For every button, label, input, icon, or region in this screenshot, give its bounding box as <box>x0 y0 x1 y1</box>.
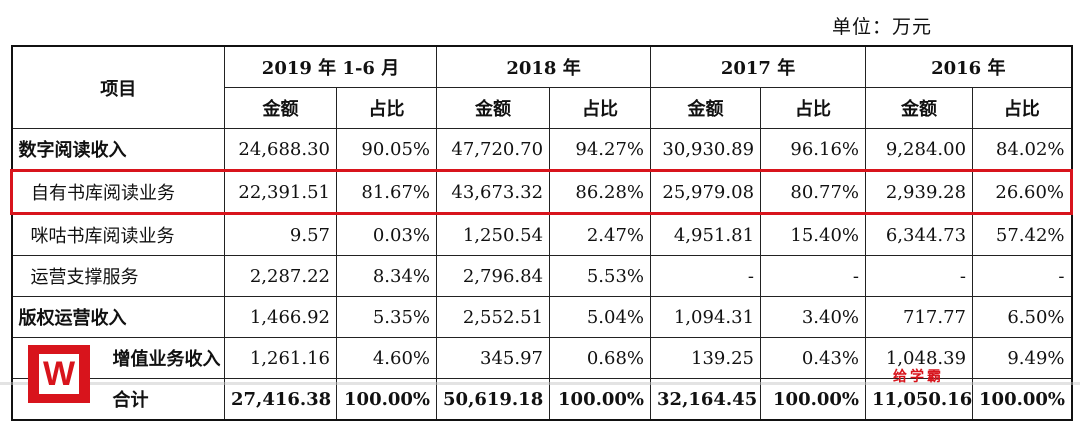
amount-cell: 22,391.51 <box>224 169 337 215</box>
row-label: 自有书库阅读业务 <box>10 169 225 215</box>
amount-cell: - <box>650 255 762 297</box>
ratio-cell: 96.16% <box>760 128 867 171</box>
header-period: 2016 年 <box>865 45 1073 88</box>
unit-label: 单位：万元 <box>831 16 932 38</box>
amount-cell: 27,416.38 <box>224 378 337 421</box>
amount-cell: 11,050.16 <box>865 378 974 421</box>
table-row: 版权运营收入 1,466.92 5.35% 2,552.51 5.04% 1,0… <box>11 296 1073 338</box>
amount-cell: 25,979.08 <box>650 169 762 215</box>
ratio-cell: 5.04% <box>549 296 652 338</box>
ratio-cell: 9.49% <box>972 337 1073 379</box>
table-row-total: 合计 27,416.38 100.00% 50,619.18 100.00% 3… <box>11 378 1073 421</box>
amount-cell: 2,796.84 <box>436 255 551 297</box>
row-label: 增值业务收入 <box>11 337 225 379</box>
header-ratio: 占比 <box>972 87 1073 129</box>
amount-cell: 9.57 <box>224 213 337 256</box>
ratio-cell: 90.05% <box>335 128 438 171</box>
watermark-brand: 给学霸 <box>893 369 944 385</box>
ratio-cell: 4.60% <box>335 337 438 379</box>
amount-cell: 24,688.30 <box>224 128 337 171</box>
ratio-cell: 100.00% <box>972 378 1073 421</box>
amount-cell: 2,939.28 <box>865 169 974 215</box>
ratio-cell: 81.67% <box>335 169 438 215</box>
revenue-table: 项目 2019 年 1-6 月 2018 年 2017 年 2016 年 金额 … <box>10 45 1074 421</box>
ratio-cell: 94.27% <box>549 128 652 171</box>
amount-cell: 1,048.39 <box>865 337 974 379</box>
logo-letter: W <box>39 354 79 394</box>
header-ratio: 占比 <box>760 87 867 129</box>
ratio-cell: 6.50% <box>972 296 1073 338</box>
ratio-cell: - <box>972 255 1073 297</box>
header-item: 项目 <box>11 45 225 129</box>
ratio-cell: 5.35% <box>335 296 438 338</box>
header-row-metrics: 金额 占比 金额 占比 金额 占比 金额 占比 <box>12 87 1073 129</box>
watermark-band <box>0 382 1080 385</box>
row-label: 数字阅读收入 <box>11 128 225 171</box>
amount-cell: 1,261.16 <box>224 337 337 379</box>
table-row: 咪咕书库阅读业务 9.57 0.03% 1,250.54 2.47% 4,951… <box>11 213 1073 256</box>
header-amount: 金额 <box>224 87 337 129</box>
ratio-cell: 57.42% <box>972 213 1073 256</box>
table-row: 数字阅读收入 24,688.30 90.05% 47,720.70 94.27%… <box>11 128 1073 171</box>
ratio-cell: 0.03% <box>335 213 438 256</box>
ratio-cell: 0.68% <box>549 337 652 379</box>
ratio-cell: 86.28% <box>549 169 652 215</box>
header-row-periods: 项目 2019 年 1-6 月 2018 年 2017 年 2016 年 <box>11 45 1073 129</box>
header-ratio: 占比 <box>335 87 438 129</box>
ratio-cell: 26.60% <box>972 169 1074 215</box>
amount-cell: 345.97 <box>436 337 551 379</box>
ratio-cell: - <box>760 255 867 297</box>
table-row: 运营支撑服务 2,287.22 8.34% 2,796.84 5.53% - -… <box>11 255 1073 297</box>
ratio-cell: 3.40% <box>760 296 867 338</box>
amount-cell: 1,094.31 <box>650 296 762 338</box>
ratio-cell: 80.77% <box>760 169 867 215</box>
ratio-cell: 84.02% <box>972 128 1073 171</box>
amount-cell: 50,619.18 <box>436 378 551 421</box>
header-period: 2018 年 <box>436 45 652 88</box>
ratio-cell: 8.34% <box>335 255 438 297</box>
ratio-cell: 100.00% <box>335 378 438 421</box>
amount-cell: 9,284.00 <box>865 128 974 171</box>
amount-cell: 2,552.51 <box>436 296 551 338</box>
header-ratio: 占比 <box>549 87 652 129</box>
header-period: 2019 年 1-6 月 <box>223 45 438 88</box>
header-period: 2017 年 <box>650 45 867 88</box>
ratio-cell: 2.47% <box>549 213 652 256</box>
watermark-logo: W <box>28 345 90 403</box>
amount-cell: 30,930.89 <box>650 128 762 171</box>
header-amount: 金额 <box>650 87 762 129</box>
table-row: 增值业务收入 1,261.16 4.60% 345.97 0.68% 139.2… <box>11 337 1073 379</box>
amount-cell: 6,344.73 <box>865 213 974 256</box>
ratio-cell: 5.53% <box>549 255 652 297</box>
amount-cell: - <box>865 255 974 297</box>
amount-cell: 4,951.81 <box>650 213 762 256</box>
amount-cell: 47,720.70 <box>436 128 551 171</box>
amount-cell: 1,250.54 <box>436 213 551 256</box>
ratio-cell: 0.43% <box>760 337 867 379</box>
row-label: 运营支撑服务 <box>11 255 225 297</box>
amount-cell: 43,673.32 <box>436 169 551 215</box>
amount-cell: 1,466.92 <box>224 296 337 338</box>
row-label: 咪咕书库阅读业务 <box>11 213 225 256</box>
row-label: 版权运营收入 <box>11 296 225 338</box>
ratio-cell: 15.40% <box>760 213 867 256</box>
ratio-cell: 100.00% <box>549 378 652 421</box>
amount-cell: 717.77 <box>865 296 974 338</box>
amount-cell: 139.25 <box>650 337 762 379</box>
table-row-highlighted: 自有书库阅读业务 22,391.51 81.67% 43,673.32 86.2… <box>10 169 1074 215</box>
amount-cell: 2,287.22 <box>224 255 337 297</box>
header-amount: 金额 <box>865 87 974 129</box>
header-amount: 金额 <box>436 87 551 129</box>
